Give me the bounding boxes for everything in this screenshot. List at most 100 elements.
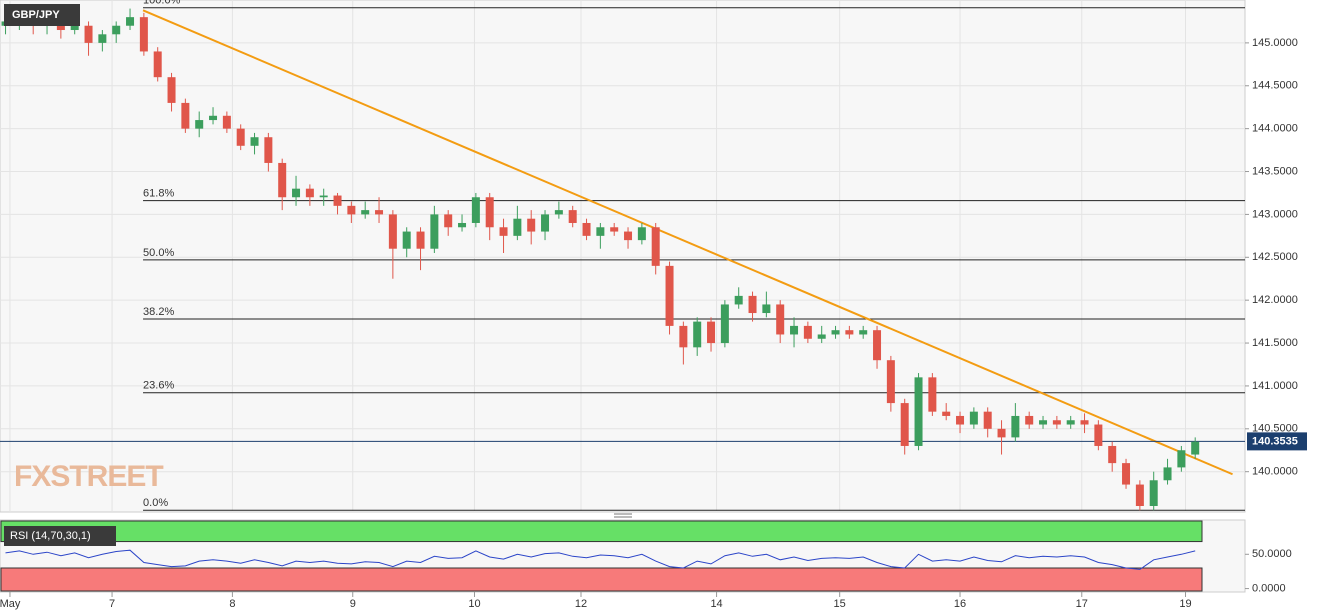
candle-body	[209, 115, 218, 121]
candle-body	[388, 214, 397, 249]
candle-body	[914, 377, 923, 446]
candle-body	[513, 218, 522, 236]
candle-body	[997, 428, 1006, 438]
candle-body	[319, 195, 328, 198]
candle-body	[1066, 420, 1075, 425]
candle-body	[1108, 445, 1117, 464]
candle-body	[651, 227, 660, 266]
candle-body	[416, 231, 425, 249]
candle-body	[624, 231, 633, 241]
y-tick-label: 0.0000	[1252, 582, 1286, 594]
candle-body	[610, 227, 619, 232]
x-tick-label: 9	[350, 598, 356, 610]
rsi-title: RSI (14,70,30,1)	[10, 530, 91, 542]
current-price-label: 140.3535	[1252, 435, 1298, 447]
candle-body	[845, 330, 854, 335]
current-price-box	[1247, 432, 1307, 451]
candle-body	[707, 321, 716, 344]
candle-body	[748, 295, 757, 314]
candle-body	[333, 195, 342, 206]
fib-label: 0.0%	[143, 497, 168, 509]
candle-body	[458, 222, 467, 228]
candle-body	[568, 210, 577, 223]
candle-body	[969, 411, 978, 425]
candle-body	[444, 214, 453, 228]
candle-body	[720, 304, 729, 344]
candle-body	[292, 188, 301, 198]
candle-body	[554, 210, 563, 215]
x-tick-label: 7	[109, 598, 115, 610]
candle-body	[679, 325, 688, 348]
x-tick-label: 10	[468, 598, 480, 610]
overlays: 100.0% 61.8% 50.0% 38.2% 23.6% 0.0% 140.3535	[0, 0, 1307, 511]
candle-body	[361, 210, 370, 215]
symbol-box	[4, 4, 80, 26]
candle-body	[1122, 463, 1131, 485]
y-tick-label: 140.0000	[1252, 466, 1298, 478]
trendline	[142, 9, 1233, 476]
candle-body	[84, 25, 93, 43]
candle-body	[1191, 441, 1200, 455]
candle-body	[264, 137, 273, 163]
rsi-line	[5, 549, 1196, 570]
rsi-box	[4, 526, 116, 546]
candle-body	[693, 321, 702, 348]
candle-body	[1052, 420, 1061, 425]
candle-body	[485, 197, 494, 228]
candle-body	[1025, 415, 1034, 425]
candle-body	[70, 25, 79, 31]
y-tick-label: 141.0000	[1252, 380, 1298, 392]
candle-body	[928, 377, 937, 412]
candle-body	[956, 415, 965, 425]
candle-body	[665, 265, 674, 326]
fib-label: 50.0%	[143, 247, 174, 259]
y-tick-label: 142.0000	[1252, 294, 1298, 306]
candle-body	[1094, 424, 1103, 446]
fib-label: 38.2%	[143, 306, 174, 318]
fib-label: 61.8%	[143, 188, 174, 200]
y-tick-label: 143.5000	[1252, 165, 1298, 177]
price-pane	[0, 0, 1246, 513]
y-tick-label: 140.5000	[1252, 423, 1298, 435]
candle-body	[790, 325, 799, 335]
y-tick-label: 144.5000	[1252, 80, 1298, 92]
fib-label: 23.6%	[143, 380, 174, 392]
candle-body	[167, 77, 176, 103]
candle-body	[153, 51, 162, 78]
candle-body	[305, 188, 314, 198]
x-tick-label: 16	[954, 598, 966, 610]
fib-label: 100.0%	[143, 0, 181, 7]
candle-body	[762, 304, 771, 314]
x-tick-label: 19	[1179, 598, 1191, 610]
candle-body	[831, 330, 840, 335]
candle-body	[983, 411, 992, 429]
candle-body	[250, 137, 259, 146]
candle-body	[1011, 415, 1020, 438]
candle-body	[776, 304, 785, 335]
candle-body	[541, 214, 550, 232]
x-tick-label: 14	[710, 598, 722, 610]
candle-body	[1080, 420, 1089, 425]
candle-body	[236, 128, 245, 146]
y-tick-label: 145.0000	[1252, 37, 1298, 49]
candle-body	[499, 227, 508, 236]
candle-body	[1149, 480, 1158, 506]
candle-body	[375, 210, 384, 215]
x-tick-label: 12	[575, 598, 587, 610]
candle-body	[637, 227, 646, 241]
x-tick-label: 15	[834, 598, 846, 610]
candle-body	[430, 214, 439, 249]
candle-body	[1163, 467, 1172, 481]
candle-body	[195, 120, 204, 129]
candle-body	[596, 227, 605, 236]
x-tick-label: 17	[1076, 598, 1088, 610]
candle-body	[886, 360, 895, 404]
y-tick-label: 143.0000	[1252, 208, 1298, 220]
candle-body	[126, 17, 135, 26]
candle-body	[98, 34, 107, 43]
candle-body	[347, 205, 356, 215]
symbol: GBP/JPY	[12, 9, 60, 21]
y-tick-label: 142.5000	[1252, 251, 1298, 263]
y-tick-label: 141.5000	[1252, 337, 1298, 349]
